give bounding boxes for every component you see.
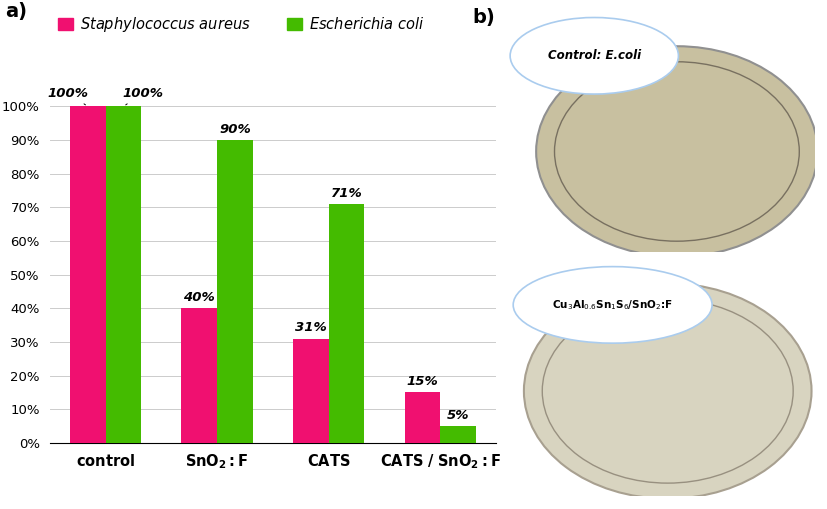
- Text: 100%: 100%: [122, 87, 164, 105]
- Bar: [181, 308, 218, 443]
- Bar: [440, 426, 476, 443]
- Bar: [404, 392, 440, 443]
- Ellipse shape: [536, 46, 818, 257]
- Ellipse shape: [514, 267, 712, 343]
- Text: a): a): [5, 2, 27, 21]
- Text: Cu$_3$Al$_{0.6}$Sn$_1$S$_6$/SnO$_2$:F: Cu$_3$Al$_{0.6}$Sn$_1$S$_6$/SnO$_2$:F: [552, 298, 673, 312]
- Ellipse shape: [524, 284, 811, 499]
- Bar: [106, 106, 141, 443]
- Bar: [328, 204, 365, 443]
- Text: 5%: 5%: [447, 409, 469, 422]
- Text: 71%: 71%: [331, 187, 362, 200]
- Bar: [218, 140, 253, 443]
- Text: Control: E.coli: Control: E.coli: [547, 49, 641, 62]
- Bar: [70, 106, 106, 443]
- Legend: $\it{Staphylococcus\ aureus}$, $\it{Escherichia\ coli}$: $\it{Staphylococcus\ aureus}$, $\it{Esch…: [52, 9, 430, 40]
- Text: 90%: 90%: [219, 123, 251, 136]
- Bar: [293, 338, 328, 443]
- Text: b): b): [472, 8, 495, 27]
- Text: 100%: 100%: [48, 87, 88, 105]
- Text: 15%: 15%: [407, 375, 438, 388]
- Text: 31%: 31%: [295, 321, 327, 334]
- Ellipse shape: [510, 17, 678, 94]
- Text: 40%: 40%: [184, 291, 215, 304]
